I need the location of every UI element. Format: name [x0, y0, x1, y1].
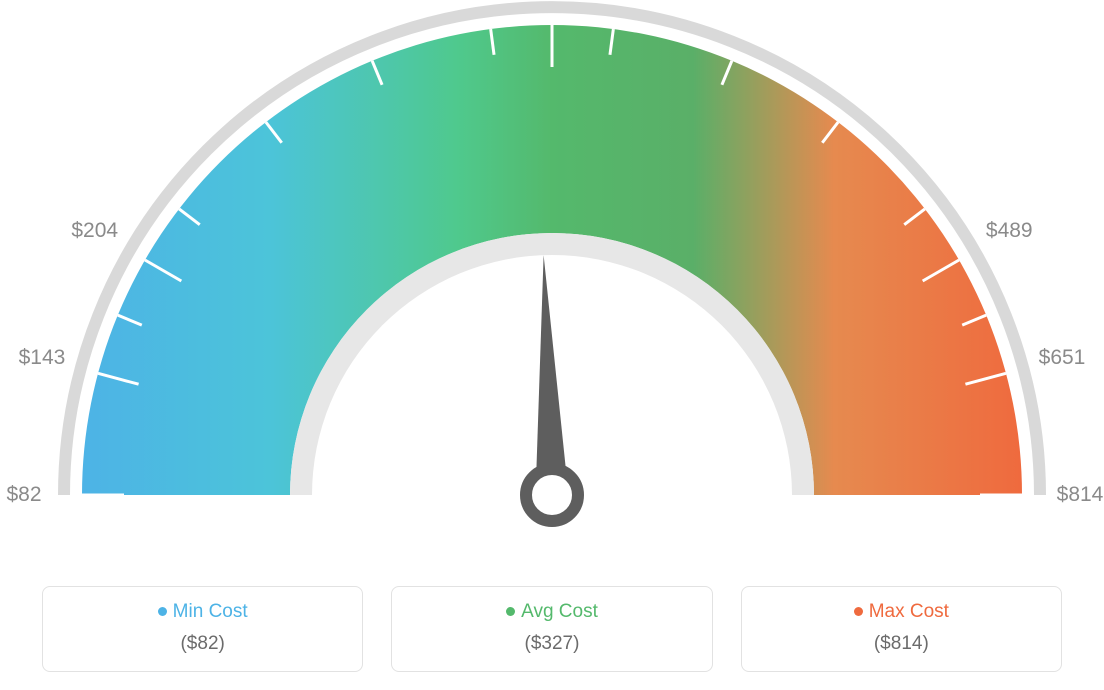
legend-min-card: Min Cost ($82) [42, 586, 363, 672]
gauge-svg [0, 0, 1104, 560]
tick-label: $489 [986, 219, 1033, 243]
legend-max-dot [854, 607, 863, 616]
cost-gauge-chart: $82$143$204$327$489$651$814 Min Cost ($8… [0, 0, 1104, 690]
legend-min-dot [158, 607, 167, 616]
legend-min-value: ($82) [53, 633, 352, 655]
legend-max-label: Max Cost [869, 601, 949, 622]
legend-avg-label: Avg Cost [521, 601, 598, 622]
legend-max-title: Max Cost [752, 601, 1051, 623]
tick-label: $204 [71, 219, 118, 243]
legend-avg-value: ($327) [402, 633, 701, 655]
gauge-area: $82$143$204$327$489$651$814 [0, 0, 1104, 560]
legend-avg-card: Avg Cost ($327) [391, 586, 712, 672]
legend-min-title: Min Cost [53, 601, 352, 623]
legend-max-card: Max Cost ($814) [741, 586, 1062, 672]
legend-avg-dot [506, 607, 515, 616]
legend-row: Min Cost ($82) Avg Cost ($327) Max Cost … [42, 586, 1062, 672]
tick-label: $814 [1057, 483, 1104, 507]
tick-label: $82 [6, 483, 41, 507]
tick-label: $143 [19, 346, 66, 370]
tick-label: $651 [1039, 346, 1086, 370]
legend-min-label: Min Cost [173, 601, 248, 622]
legend-avg-title: Avg Cost [402, 601, 701, 623]
legend-max-value: ($814) [752, 633, 1051, 655]
